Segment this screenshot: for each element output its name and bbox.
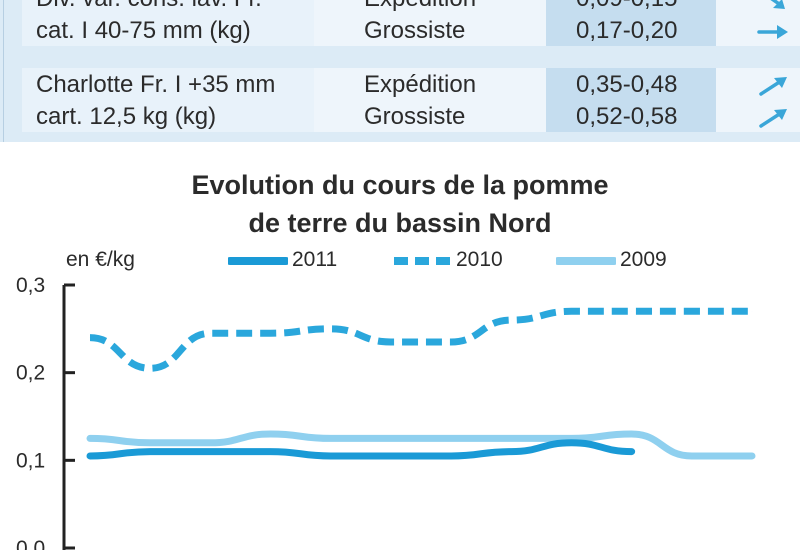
stage-label: Expédition: [364, 71, 477, 98]
legend-label: 2009: [620, 248, 667, 271]
up-right-arrow-icon: [759, 77, 787, 96]
product-spec: cart. 12,5 kg (kg): [36, 103, 217, 130]
legend-swatch-2011: [228, 257, 288, 265]
product-name: Charlotte Fr. I +35 mm: [36, 71, 276, 98]
right-arrow-icon: [757, 25, 788, 39]
price-range: 0,52-0,58: [576, 103, 678, 130]
price-range: 0,17-0,20: [576, 17, 678, 44]
table-edge: [3, 0, 4, 142]
series-line-2009: [86, 430, 756, 460]
chart-title: Evolution du cours de la pomme: [191, 170, 609, 200]
stage-label: Expédition: [364, 0, 476, 14]
stage-cell: Expédition Grossiste: [318, 0, 544, 46]
price-cell: 0,35-0,48 0,52-0,58: [546, 68, 716, 132]
stage-label: Grossiste: [364, 103, 466, 130]
product-spec: cat. I 40-75 mm (kg): [36, 17, 251, 44]
product-cell: Div. var. cons. lav. Fr. cat. I 40-75 mm…: [22, 0, 314, 46]
y-tick-label: 0,3: [16, 274, 45, 297]
legend-swatch-2010: [394, 257, 450, 265]
price-table: Div. var. cons. lav. Fr. cat. I 40-75 mm…: [0, 0, 800, 142]
down-right-arrow-icon: [770, 0, 785, 9]
up-right-arrow-icon: [759, 109, 787, 128]
table-row: Charlotte Fr. I +35 mm cart. 12,5 kg (kg…: [22, 68, 800, 132]
legend-label: 2010: [456, 248, 503, 271]
trend-cell: [716, 68, 800, 132]
price-cell: 0,09-0,15 0,17-0,20: [546, 0, 716, 46]
legend-item-2011: 2011: [228, 246, 358, 276]
table-row: Div. var. cons. lav. Fr. cat. I 40-75 mm…: [22, 0, 800, 46]
price-range: 0,09-0,15: [576, 0, 677, 14]
y-axis-unit-label: en €/kg: [66, 248, 135, 271]
y-tick-label: 0,1: [16, 449, 45, 472]
chart-title-line-2: de terre du bassin Nord: [248, 208, 552, 238]
series-line-2010: [89, 307, 752, 372]
legend-item-2010: 2010: [392, 246, 522, 276]
legend-item-2009: 2009: [556, 246, 686, 276]
legend-swatch-2009: [556, 257, 616, 265]
y-tick-label: 0,2: [16, 362, 45, 385]
stage-cell: Expédition Grossiste: [318, 68, 544, 132]
series-line-2011: [86, 439, 636, 460]
trend-cell: [716, 0, 800, 46]
price-range: 0,35-0,48: [576, 71, 678, 98]
legend-label: 2011: [292, 248, 338, 271]
price-evolution-chart: Evolution du cours de la pomme de terre …: [0, 146, 800, 550]
product-cell: Charlotte Fr. I +35 mm cart. 12,5 kg (kg…: [22, 68, 314, 132]
chart-plot-area: 0,3 0,2 0,1 0,0: [16, 274, 756, 550]
product-name: Div. var. cons. lav. Fr.: [36, 0, 262, 14]
y-tick-label: 0,0: [16, 537, 45, 550]
stage-label: Grossiste: [364, 17, 466, 44]
